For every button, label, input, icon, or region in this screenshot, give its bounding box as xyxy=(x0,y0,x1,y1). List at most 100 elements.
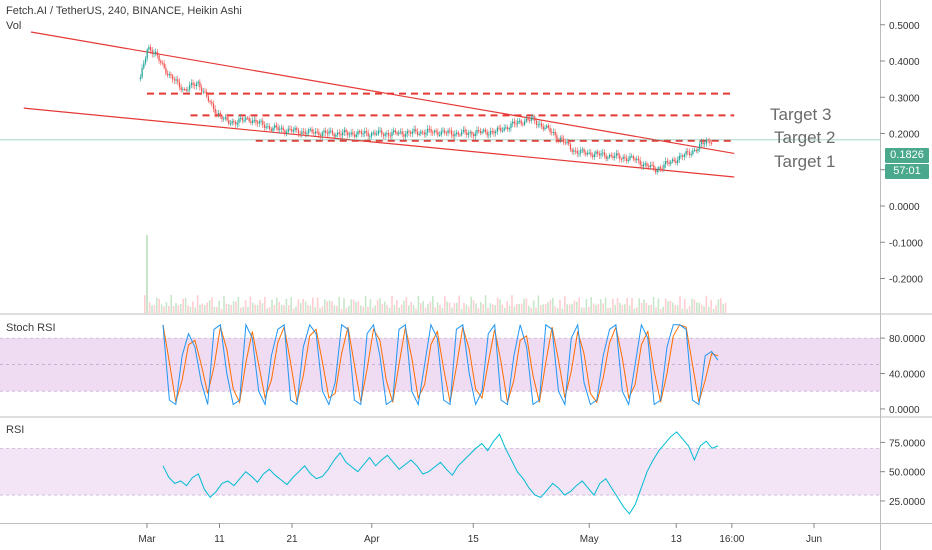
volume-bar xyxy=(684,299,686,313)
volume-bar xyxy=(568,304,571,313)
candle-body xyxy=(603,152,606,156)
candle-body xyxy=(527,118,529,120)
candle-body xyxy=(467,133,470,135)
candle-body xyxy=(396,132,398,135)
volume-bar xyxy=(648,305,650,313)
volume-bar xyxy=(242,306,244,313)
volume-bar xyxy=(369,299,372,313)
candle-body xyxy=(644,163,646,165)
candle-body xyxy=(478,130,480,132)
volume-bar xyxy=(372,307,374,313)
volume-bar xyxy=(350,299,352,313)
candle-body xyxy=(423,132,425,135)
volume-bar xyxy=(165,302,168,313)
volume-bar xyxy=(360,305,362,313)
candle-body xyxy=(194,85,196,87)
volume-bar xyxy=(304,301,307,313)
candle-body xyxy=(707,139,709,141)
volume-bar xyxy=(518,303,520,313)
candle-body xyxy=(523,121,526,125)
volume-bar xyxy=(302,298,304,313)
volume-bar xyxy=(268,306,271,313)
volume-bar xyxy=(672,302,674,313)
candle-body xyxy=(296,127,298,130)
candle-body xyxy=(381,130,383,135)
candle-body xyxy=(372,132,374,134)
candle-body xyxy=(675,161,677,163)
candle-body xyxy=(406,131,408,135)
candle-body xyxy=(277,127,279,130)
candle-body xyxy=(632,156,635,160)
volume-bar xyxy=(355,302,357,313)
volume-bar xyxy=(554,306,556,313)
volume-bar xyxy=(376,299,379,313)
volume-bar xyxy=(573,300,576,313)
candle-body xyxy=(318,131,320,136)
volume-bar xyxy=(160,304,163,313)
stoch-k-line xyxy=(162,322,719,407)
time-axis-tick-label: Jun xyxy=(806,534,822,545)
volume-bar xyxy=(667,301,669,313)
volume-bar xyxy=(609,307,612,313)
volume-bar xyxy=(463,302,465,313)
candle-body xyxy=(479,131,482,134)
candle-body xyxy=(484,129,487,132)
candle-body xyxy=(404,134,407,137)
candle-body xyxy=(450,130,453,135)
candle-body xyxy=(180,87,182,91)
candle-body xyxy=(330,130,332,132)
candle-body xyxy=(602,152,604,154)
candle-body xyxy=(442,130,444,132)
trendline xyxy=(30,31,735,155)
volume-bar xyxy=(453,303,456,313)
candle-body xyxy=(540,123,543,127)
candle-body xyxy=(568,141,570,145)
candle-body xyxy=(702,142,704,144)
volume-bar xyxy=(168,305,170,313)
volume-bar xyxy=(278,302,280,313)
candle-body xyxy=(690,154,692,156)
volume-bar xyxy=(199,304,201,313)
candle-body xyxy=(435,130,437,132)
candle-body xyxy=(656,169,658,173)
candle-body xyxy=(559,137,561,140)
volume-bar xyxy=(628,305,631,313)
volume-bar xyxy=(501,304,504,313)
candle-body xyxy=(275,125,278,128)
volume-bar xyxy=(211,297,213,313)
volume-bar xyxy=(544,303,547,313)
volume-bar xyxy=(542,304,544,313)
volume-bar xyxy=(336,306,338,313)
candle-body xyxy=(369,136,371,138)
candle-body xyxy=(199,81,201,88)
volume-bar xyxy=(194,307,196,313)
candle-body xyxy=(544,127,546,130)
candle-body xyxy=(306,133,308,135)
volume-bar xyxy=(280,304,283,313)
candle-body xyxy=(153,53,155,55)
volume-bar xyxy=(424,307,427,313)
candle-body xyxy=(302,131,305,133)
candle-body xyxy=(625,158,628,161)
candle-body xyxy=(285,131,288,134)
volume-bar xyxy=(196,295,199,313)
candle-body xyxy=(416,131,419,135)
candle-body xyxy=(546,125,548,128)
volume-bar xyxy=(676,305,679,313)
candle-body xyxy=(461,131,463,136)
candle-body xyxy=(557,139,560,141)
candle-body xyxy=(195,83,198,86)
volume-bar xyxy=(688,306,691,313)
candle-body xyxy=(425,132,427,135)
candle-body xyxy=(438,134,441,136)
price-axis-tick-label: 0.0000 xyxy=(889,202,920,213)
candle-body xyxy=(160,60,162,63)
volume-bar xyxy=(708,306,710,313)
candle-body xyxy=(347,132,349,136)
volume-bar xyxy=(189,306,192,313)
volume-bar xyxy=(326,301,328,313)
volume-bar xyxy=(213,306,216,313)
candle-body xyxy=(348,134,351,136)
time-axis-tick-label: 13 xyxy=(671,534,683,545)
volume-bar xyxy=(324,299,326,313)
